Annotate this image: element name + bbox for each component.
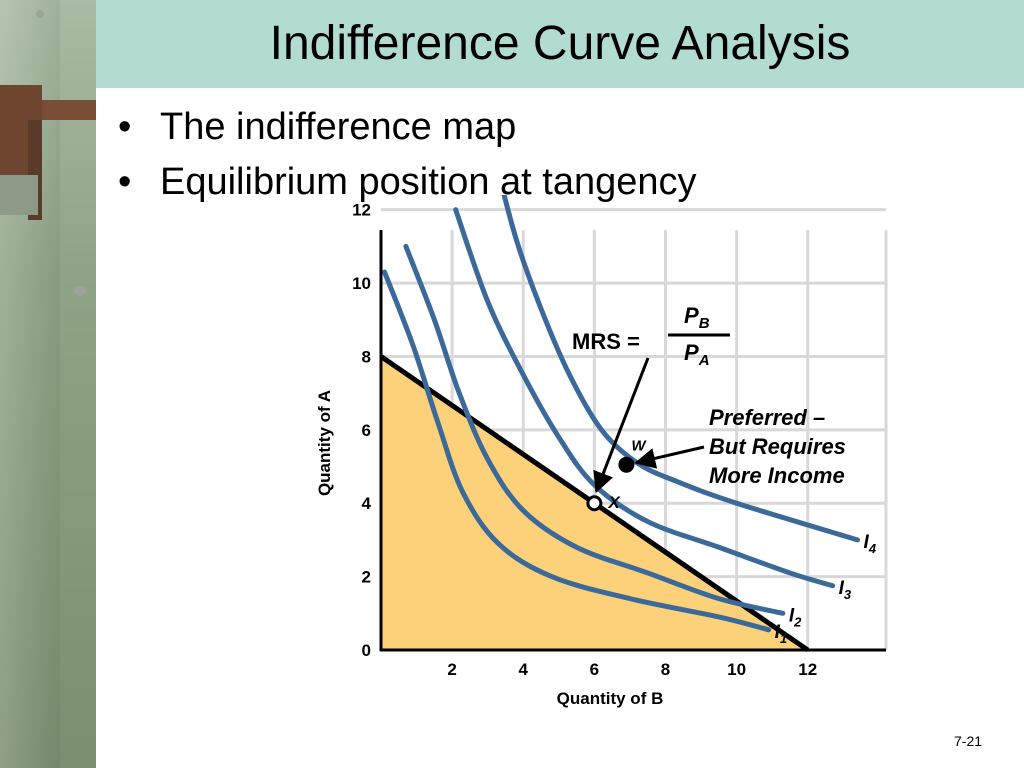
curve-label-i2: I2	[789, 605, 802, 629]
x-tick-label: 8	[661, 660, 670, 679]
page-number: 7-21	[954, 733, 983, 749]
x-tick-label: 10	[727, 660, 746, 679]
title-bar	[96, 0, 1024, 88]
bullet-item: • Equilibrium position at tangency	[118, 155, 697, 210]
x-tick-label: 2	[447, 660, 456, 679]
preferred-text-line: But Requires	[709, 434, 846, 459]
curve-i4	[501, 195, 861, 543]
y-tick-label: 8	[362, 347, 371, 366]
mrs-denominator: PA	[684, 340, 710, 369]
y-tick-label: 4	[362, 494, 372, 513]
point-x	[586, 495, 603, 512]
bullet-text: The indifference map	[160, 106, 517, 148]
y-tick-label: 6	[362, 421, 371, 440]
preferred-arrow	[634, 445, 705, 469]
bullet-item: • The indifference map	[118, 100, 697, 155]
mrs-label: MRS =	[572, 329, 640, 354]
y-tick-label: 10	[352, 274, 371, 293]
x-tick-label: 4	[519, 660, 529, 679]
x-axis-label: Quantity of B	[557, 689, 664, 708]
x-tick-label: 6	[590, 660, 599, 679]
curve-i1	[382, 269, 772, 633]
bullet-list: • The indifference map • Equilibrium posit…	[118, 100, 697, 210]
mrs-arrow	[593, 357, 650, 494]
y-tick-label: 0	[362, 641, 371, 660]
point-label-w: W	[631, 438, 647, 455]
preferred-text-line: More Income	[709, 463, 845, 488]
curve-label-i3: I3	[839, 578, 852, 602]
curve-i2	[403, 243, 786, 616]
point-label-x: X	[607, 493, 621, 512]
curve-label-i1: I1	[775, 622, 788, 646]
preferred-text-line: Preferred –	[709, 405, 825, 430]
decorative-sidebar	[0, 0, 96, 768]
y-tick-label: 2	[362, 568, 371, 587]
slide-title: Indifference Curve Analysis	[269, 17, 851, 70]
curve-label-i4: I4	[864, 532, 877, 556]
x-tick-label: 12	[798, 660, 817, 679]
y-axis-label: Quantity of A	[315, 390, 334, 496]
mrs-numerator: PB	[684, 303, 710, 332]
point-w	[618, 456, 635, 473]
bullet-text: Equilibrium position at tangency	[160, 161, 697, 203]
y-tick-label: 12	[352, 201, 371, 220]
